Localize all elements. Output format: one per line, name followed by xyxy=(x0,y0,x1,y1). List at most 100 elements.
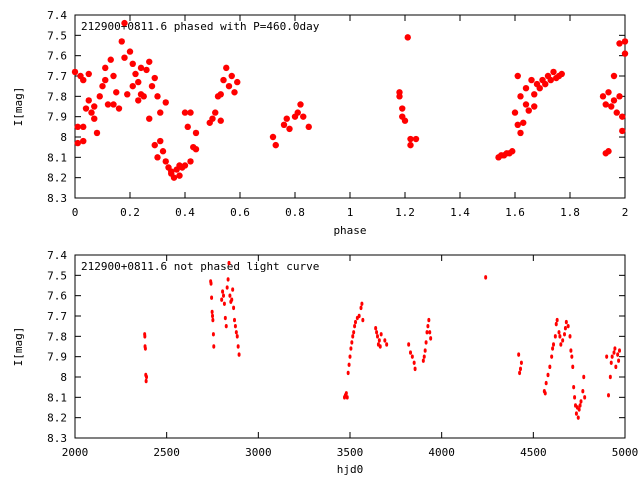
data-point xyxy=(210,295,214,300)
data-point xyxy=(226,277,230,282)
data-point xyxy=(234,330,238,335)
data-point xyxy=(347,362,351,367)
data-point xyxy=(557,330,561,335)
data-point xyxy=(211,332,215,337)
data-point xyxy=(519,366,522,372)
plot-frame xyxy=(74,254,626,439)
data-point xyxy=(353,323,357,329)
data-point xyxy=(74,139,81,147)
data-point xyxy=(159,148,167,155)
x-tick-label: 3500 xyxy=(337,446,364,459)
data-point xyxy=(543,391,547,396)
data-point xyxy=(272,141,279,149)
data-point xyxy=(427,317,431,323)
data-point xyxy=(607,393,610,398)
data-point xyxy=(143,334,147,339)
x-tick-label: 2500 xyxy=(153,446,180,459)
data-point xyxy=(531,103,538,110)
data-point xyxy=(610,72,618,80)
x-tick-label: 0.6 xyxy=(230,206,250,219)
x-tick-label: 5000 xyxy=(612,446,639,459)
data-point xyxy=(110,101,117,108)
data-point xyxy=(286,125,293,133)
data-point xyxy=(553,334,557,339)
y-tick-label: 7.9 xyxy=(47,111,67,124)
data-point xyxy=(570,354,574,359)
plot-frame xyxy=(74,14,626,199)
data-point xyxy=(96,93,103,100)
data-point xyxy=(563,332,566,337)
data-point xyxy=(110,72,117,80)
data-point xyxy=(121,19,128,27)
x-tick-label: 0.8 xyxy=(285,206,305,219)
data-point xyxy=(617,358,621,363)
data-point xyxy=(412,360,416,365)
data-point xyxy=(146,115,153,122)
y-tick-label: 8 xyxy=(60,371,67,384)
data-point xyxy=(616,352,620,357)
data-point xyxy=(413,366,417,372)
data-point xyxy=(217,117,224,124)
data-point xyxy=(184,123,191,131)
data-point xyxy=(170,174,178,181)
x-tick-label: 1 xyxy=(347,206,354,219)
data-point xyxy=(145,374,148,380)
y-tick-label: 7.4 xyxy=(47,9,67,22)
data-point xyxy=(558,334,562,339)
data-point xyxy=(228,72,235,80)
data-point xyxy=(519,360,523,365)
data-point xyxy=(484,275,488,280)
data-point xyxy=(135,78,142,86)
data-point xyxy=(517,352,521,357)
data-point xyxy=(613,109,620,116)
data-point xyxy=(514,72,521,80)
data-point xyxy=(93,129,101,137)
data-point xyxy=(220,76,227,84)
data-point xyxy=(222,301,226,306)
x-tick-label: 2 xyxy=(622,206,629,219)
y-tick-label: 7.6 xyxy=(47,50,67,63)
y-tick-label: 8.3 xyxy=(47,432,67,445)
data-point xyxy=(576,415,580,420)
y-tick-label: 7.8 xyxy=(47,90,67,103)
data-point xyxy=(88,109,95,116)
data-point xyxy=(522,101,530,108)
data-point xyxy=(577,407,581,412)
data-point xyxy=(423,348,427,353)
data-point xyxy=(429,336,433,341)
data-point xyxy=(211,317,215,323)
data-point xyxy=(410,354,414,359)
data-point xyxy=(144,378,148,384)
data-point xyxy=(616,40,623,47)
data-point xyxy=(91,115,98,122)
data-point xyxy=(181,109,189,116)
y-tick-label: 7.5 xyxy=(47,269,67,282)
data-point xyxy=(564,319,568,325)
data-point xyxy=(428,330,432,335)
data-point xyxy=(528,76,535,84)
data-point xyxy=(359,305,363,311)
data-point xyxy=(561,338,565,343)
data-point xyxy=(583,395,587,400)
data-point xyxy=(621,50,629,57)
data-point xyxy=(209,115,216,122)
data-point xyxy=(412,135,420,143)
x-tick-label: 1.8 xyxy=(560,206,580,219)
data-point xyxy=(91,103,98,110)
data-point xyxy=(378,344,382,349)
data-point xyxy=(605,89,612,96)
data-point xyxy=(137,64,145,72)
data-point xyxy=(157,137,164,145)
data-point xyxy=(559,342,563,347)
data-point xyxy=(396,93,403,100)
x-tick-label: 1.4 xyxy=(450,206,470,219)
data-point xyxy=(517,129,524,137)
data-point xyxy=(118,38,125,45)
data-point xyxy=(132,70,139,78)
data-point xyxy=(613,346,617,351)
data-point xyxy=(616,93,623,100)
data-point xyxy=(599,93,607,100)
data-point xyxy=(550,68,557,76)
data-point xyxy=(85,97,92,104)
